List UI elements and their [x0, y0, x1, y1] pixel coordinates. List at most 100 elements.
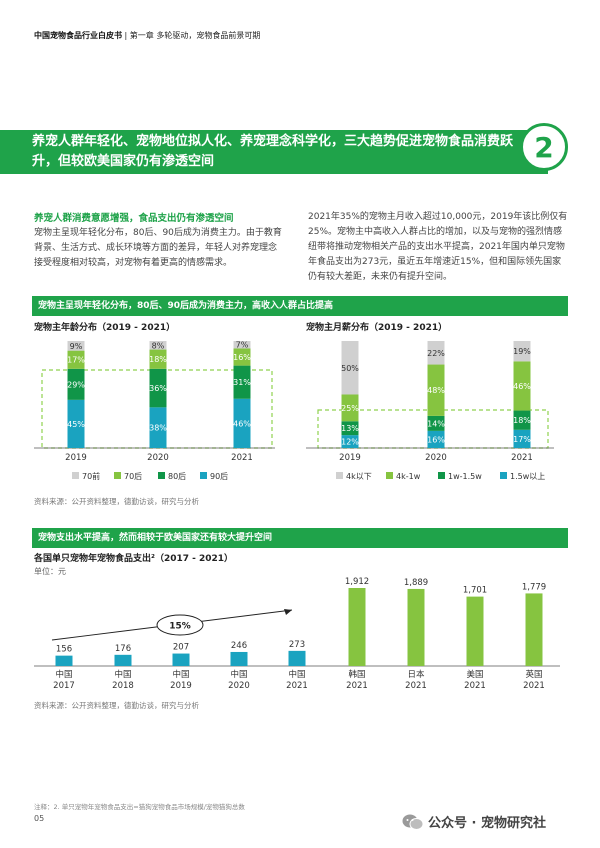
- bar-segment: [341, 421, 359, 436]
- bar: [525, 593, 543, 666]
- data-label: 8%: [152, 341, 165, 350]
- chart-title-income: 宠物主月薪分布（2019 - 2021）: [306, 323, 448, 333]
- value-label: 1,779: [522, 582, 546, 592]
- value-label: 246: [231, 641, 247, 651]
- bar-segment: [233, 348, 251, 366]
- legend-swatch: [72, 472, 79, 479]
- value-label: 176: [115, 644, 131, 654]
- data-label: 46%: [233, 419, 251, 428]
- document-title: 中国宠物食品行业白皮书: [34, 31, 122, 40]
- bar-segment: [149, 368, 167, 408]
- x-tick-label: 2021: [346, 681, 368, 691]
- data-label: 14%: [427, 419, 445, 428]
- x-tick-label: 2021: [523, 681, 545, 691]
- x-tick-label: 中国: [55, 669, 72, 680]
- legend-swatch: [438, 472, 445, 479]
- data-label: 13%: [341, 424, 359, 433]
- x-tick-label: 2021: [405, 681, 427, 691]
- bar: [230, 651, 248, 666]
- bar: [55, 655, 73, 666]
- x-tick-label: 韩国: [348, 669, 365, 680]
- spending-chart: 156中国2017176中国2018207中国2019246中国2020273中…: [34, 577, 560, 691]
- bar-segment: [341, 341, 359, 395]
- income-distribution-chart: 12% 13% 25% 50% 2019 16% 14% 48% 22% 2020 17% 18% 46…: [306, 341, 554, 481]
- data-label: 16%: [427, 435, 445, 444]
- bar-segment: [233, 341, 251, 349]
- data-label: 22%: [427, 349, 445, 358]
- bar-segment: [513, 429, 531, 448]
- value-label: 156: [56, 645, 72, 655]
- section-bar-demographics: 宠物主呈现年轻化分布，80后、90后成为消费主力，高收入人群占比提高: [32, 296, 568, 316]
- x-tick-label: 2019: [170, 681, 192, 691]
- bar-segment: [67, 341, 85, 351]
- intro-subtitle: 养宠人群消费意愿增强，食品支出仍有渗透空间: [34, 213, 234, 224]
- bar-segment: [513, 361, 531, 411]
- x-tick-label: 2020: [425, 453, 447, 463]
- x-tick-label: 中国: [288, 669, 305, 680]
- legend-label: 70后: [124, 471, 142, 481]
- legend-label: 90后: [210, 471, 228, 481]
- bar: [172, 653, 190, 666]
- section-number-badge: 2: [520, 123, 568, 171]
- data-label: 18%: [513, 416, 531, 425]
- chart-title-spending: 各国单只宠物年宠物食品支出²（2017 - 2021）: [34, 554, 234, 564]
- bar: [407, 588, 425, 666]
- x-tick-label: 中国: [114, 669, 131, 680]
- x-tick-label: 2020: [147, 453, 169, 463]
- bar: [466, 596, 484, 666]
- legend-label: 1w-1.5w: [448, 472, 482, 481]
- data-label: 29%: [67, 380, 85, 389]
- watermark-text: 公众号 · 宠物研究社: [428, 816, 546, 831]
- bar-segment: [149, 341, 167, 350]
- value-label: 1,889: [404, 578, 428, 588]
- x-tick-label: 美国: [466, 669, 483, 680]
- bar: [288, 650, 306, 666]
- x-tick-label: 2018: [112, 681, 134, 691]
- bar-segment: [149, 349, 167, 369]
- chapter-title: 第一章 多轮驱动，宠物食品前景可期: [129, 31, 261, 40]
- data-label: 19%: [513, 347, 531, 356]
- data-label: 45%: [67, 420, 85, 429]
- bar-segment: [233, 365, 251, 399]
- source-note-1: 资料来源：公开资料整理，德勤访谈，研究与分析: [34, 497, 199, 506]
- x-tick-label: 日本: [407, 669, 425, 680]
- chart-title-age: 宠物主年龄分布（2019 - 2021）: [34, 323, 176, 333]
- arrow-head: [284, 609, 292, 615]
- footnote: 注释：2. 单只宠物年宠物食品支出=猫狗宠物食品市场规模/宠物猫狗总数: [34, 803, 245, 811]
- data-label: 31%: [233, 378, 251, 387]
- data-label: 12%: [341, 438, 359, 447]
- age-distribution-chart: 45% 29% 17% 9% 2019 38% 36% 18% 8% 2020 46% 31% 16% 7…: [34, 341, 275, 481]
- bar-segment: [149, 407, 167, 448]
- data-label: 50%: [341, 364, 359, 373]
- data-label: 17%: [67, 356, 85, 365]
- header-divider: |: [124, 31, 130, 40]
- legend-swatch: [500, 472, 507, 479]
- value-label: 1,912: [345, 577, 369, 587]
- bar-segment: [67, 368, 85, 400]
- x-tick-label: 中国: [230, 669, 247, 680]
- bar-segment: [341, 435, 359, 448]
- source-note-2: 资料来源：公开资料整理，德勤访谈，研究与分析: [34, 701, 199, 710]
- x-tick-label: 中国: [172, 669, 189, 680]
- legend-label: 70前: [82, 471, 100, 481]
- page-number: 05: [34, 814, 45, 823]
- x-tick-label: 2021: [511, 453, 533, 463]
- data-label: 48%: [427, 386, 445, 395]
- bar-segment: [513, 341, 531, 362]
- legend-swatch: [114, 472, 121, 479]
- data-label: 16%: [233, 353, 251, 362]
- legend-label: 4k以下: [346, 472, 372, 481]
- value-label: 273: [289, 640, 305, 650]
- legend-label: 4k-1w: [396, 472, 421, 481]
- data-label: 9%: [70, 342, 83, 351]
- x-tick-label: 2017: [53, 681, 75, 691]
- x-tick-label: 2019: [339, 453, 361, 463]
- data-label: 7%: [236, 341, 249, 350]
- x-tick-label: 2019: [65, 453, 87, 463]
- bar-segment: [341, 394, 359, 422]
- data-label: 25%: [341, 404, 359, 413]
- legend-swatch: [158, 472, 165, 479]
- legend-swatch: [200, 472, 207, 479]
- bar-segment: [427, 430, 445, 448]
- bar: [348, 588, 366, 666]
